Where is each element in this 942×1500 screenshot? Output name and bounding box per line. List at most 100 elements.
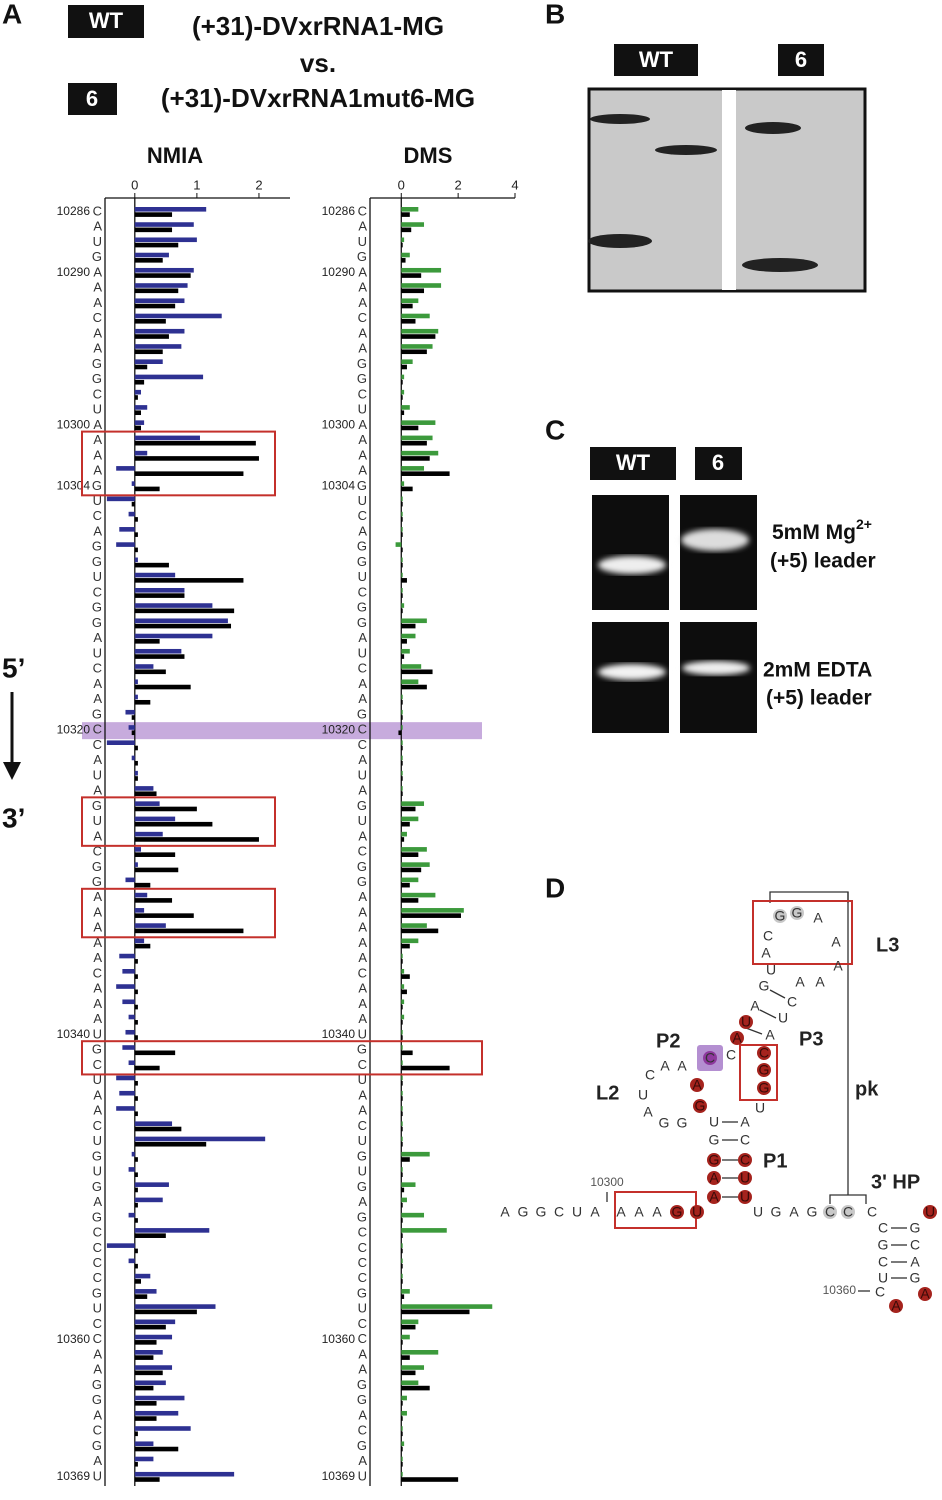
bar [401,898,419,903]
nucleotide: A [358,1011,367,1026]
nucleotide: G [357,1148,367,1163]
bar [134,420,145,425]
bar [134,252,169,258]
bar [401,892,436,898]
bar [134,1289,157,1294]
nucleotide: A [634,1204,644,1220]
bar [122,969,135,974]
bar [122,1045,135,1050]
nucleotide: A [652,1204,662,1220]
bar [134,572,176,578]
bar [401,801,425,806]
bar [401,1248,403,1254]
nucleotide: U [358,234,367,249]
bar [401,618,427,624]
nucleotide: G [92,1209,102,1224]
nucleotide: G [357,539,367,554]
nucleotide: A [789,1204,799,1220]
nucleotide: A [750,998,760,1014]
bar [131,1151,135,1157]
x-tick-label: 4 [511,177,518,192]
bar [134,1370,163,1376]
nucleotide: U [93,1026,102,1041]
bar [401,1279,403,1284]
bar [401,684,427,690]
bar [134,1228,210,1233]
bar [134,699,151,705]
bar [134,1416,157,1421]
bar [401,1334,410,1340]
bar [131,730,135,736]
bar [401,1014,405,1020]
x-tick-label: 0 [398,177,405,192]
nucleotide: A [831,934,841,950]
badge [68,5,144,38]
position-label: 10320 [57,722,91,736]
bar [134,1197,163,1203]
bar [401,237,405,243]
structure-label: 3' HP [871,1171,920,1193]
nucleotide: A [93,904,102,919]
bar [134,608,235,614]
bar [401,953,403,959]
bar [134,770,138,776]
bar [134,760,138,766]
nucleotide: G [92,798,102,813]
bar [401,1141,403,1147]
bar [134,862,138,867]
bar [401,1182,416,1187]
bar [134,1141,207,1147]
nucleotide: C [787,994,797,1010]
nucleotide: A [93,783,102,798]
nucleotide: U [358,767,367,782]
bar [134,212,173,217]
bar [134,273,191,278]
bar [401,755,403,761]
bar [401,1471,403,1477]
bar [134,1426,191,1431]
nucleotide: A [93,950,102,965]
bar [401,481,405,486]
bar [401,1212,425,1218]
position-label: 10340 [322,1027,356,1041]
nucleotide: G [92,1438,102,1453]
nucleotide: G [677,1115,688,1131]
bar [401,1096,403,1101]
nucleotide: G [92,1042,102,1057]
bar [401,791,403,797]
bar [134,786,154,791]
bar [134,974,138,979]
bar [401,1202,403,1208]
bar [401,1065,450,1071]
bar [401,603,405,608]
bar [401,740,403,745]
bar [134,1471,235,1477]
nucleotide: A [358,264,367,279]
bar [401,364,407,370]
nucleotide: A [358,280,367,295]
nucleotide: C [875,1284,885,1300]
nucleotide: A [910,1254,920,1270]
nucleotide: A [93,1011,102,1026]
nucleotide: A [358,676,367,691]
bar [401,1243,403,1248]
nucleotide: A [358,630,367,645]
position-label: 10304 [322,478,356,492]
reactivity-dot [773,909,787,923]
bar [128,1167,135,1172]
bar [401,1380,419,1386]
bar [401,511,403,517]
bar [401,1401,403,1406]
bar [134,1304,216,1309]
bar [401,440,427,446]
reactivity-dot [738,1153,752,1167]
bar [134,435,200,441]
bar [401,389,405,395]
nucleotide: U [741,1014,751,1030]
gel-band [742,258,818,272]
nucleotide: G [759,1080,770,1096]
bar [134,395,138,400]
bar [401,1136,403,1142]
bar [134,664,154,669]
nucleotide: A [93,1194,102,1209]
